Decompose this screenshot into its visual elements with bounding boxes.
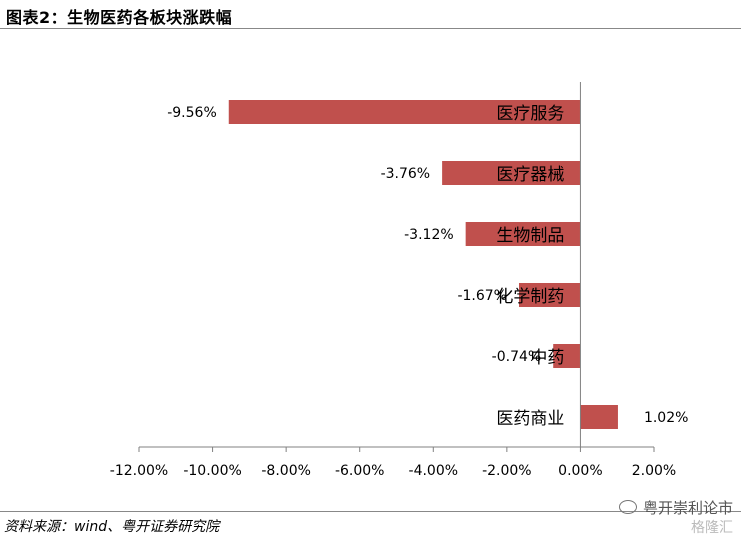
x-tick-label-1: -10.00%	[183, 463, 241, 479]
bar-2	[465, 222, 581, 246]
bar-1	[442, 161, 581, 185]
x-tick-label-5: -2.00%	[482, 463, 532, 479]
category-label-0: 医疗服务	[496, 104, 564, 124]
title-divider	[0, 28, 741, 29]
bar-3	[518, 283, 581, 307]
category-label-5: 医药商业	[496, 409, 564, 429]
category-label-4: 中药	[530, 348, 564, 368]
bar-4	[553, 344, 581, 368]
data-label-5: 1.02%	[644, 410, 688, 426]
x-tick-label-0: -12.00%	[110, 463, 168, 479]
data-label-3: -1.67%	[457, 288, 507, 304]
bar-5	[580, 405, 618, 429]
bar-chart: -12.00% -10.00% -8.00% -6.00% -4.00% -2.00% 0.…	[110, 82, 688, 479]
x-tick-label-4: -4.00%	[409, 463, 459, 479]
x-tick-label-7: 2.00%	[632, 463, 676, 479]
data-label-1: -3.76%	[381, 166, 431, 182]
category-label-2: 生物制品	[496, 226, 564, 246]
category-label-1: 医疗器械	[496, 165, 564, 185]
wechat-icon	[618, 500, 637, 514]
watermark-account: 粤开崇利论市	[642, 499, 733, 517]
data-label-2: -3.12%	[404, 227, 454, 243]
category-label-3: 化学制药	[496, 287, 564, 307]
watermark: 粤开崇利论市 格隆汇	[618, 498, 733, 538]
bar-0	[228, 100, 581, 124]
x-tick-label-6: 0.00%	[558, 463, 602, 479]
watermark-site: 格隆汇	[691, 520, 733, 536]
x-tick-label-2: -8.00%	[261, 463, 311, 479]
data-label-0: -9.56%	[167, 105, 217, 121]
footer-divider	[0, 511, 741, 512]
source-note: 资料来源：wind、粤开证券研究院	[4, 519, 220, 535]
x-tick-label-3: -6.00%	[335, 463, 385, 479]
data-label-4: -0.74%	[492, 349, 542, 365]
page-title: 图表2：生物医药各板块涨跌幅	[6, 8, 233, 27]
